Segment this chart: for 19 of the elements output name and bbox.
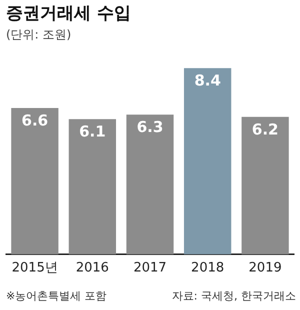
bar bbox=[68, 119, 116, 254]
bar bbox=[242, 116, 289, 254]
x-tick-label: 2019 bbox=[248, 260, 282, 276]
bar bbox=[184, 68, 232, 254]
chart-title: 증권거래세 수입 bbox=[6, 4, 131, 24]
text: ※농어촌특별세 포함 bbox=[6, 289, 107, 302]
data-label: 8.4 bbox=[194, 71, 221, 90]
data-label: 6.3 bbox=[136, 118, 164, 136]
x-tick-label: 2016 bbox=[76, 260, 109, 276]
data-label: 6.2 bbox=[252, 120, 278, 138]
x-tick-label: 2017 bbox=[133, 260, 167, 276]
data-label: 6.1 bbox=[79, 122, 106, 141]
chart-subtitle: (단위: 조원) bbox=[6, 28, 72, 42]
bar bbox=[11, 108, 58, 254]
text: 자료: 국세청, 한국거래소 bbox=[172, 289, 296, 302]
bar bbox=[126, 114, 174, 254]
x-tick-label: 2018 bbox=[191, 260, 224, 276]
data-label: 6.6 bbox=[22, 111, 48, 130]
x-tick-label: 2015년 bbox=[12, 260, 58, 276]
